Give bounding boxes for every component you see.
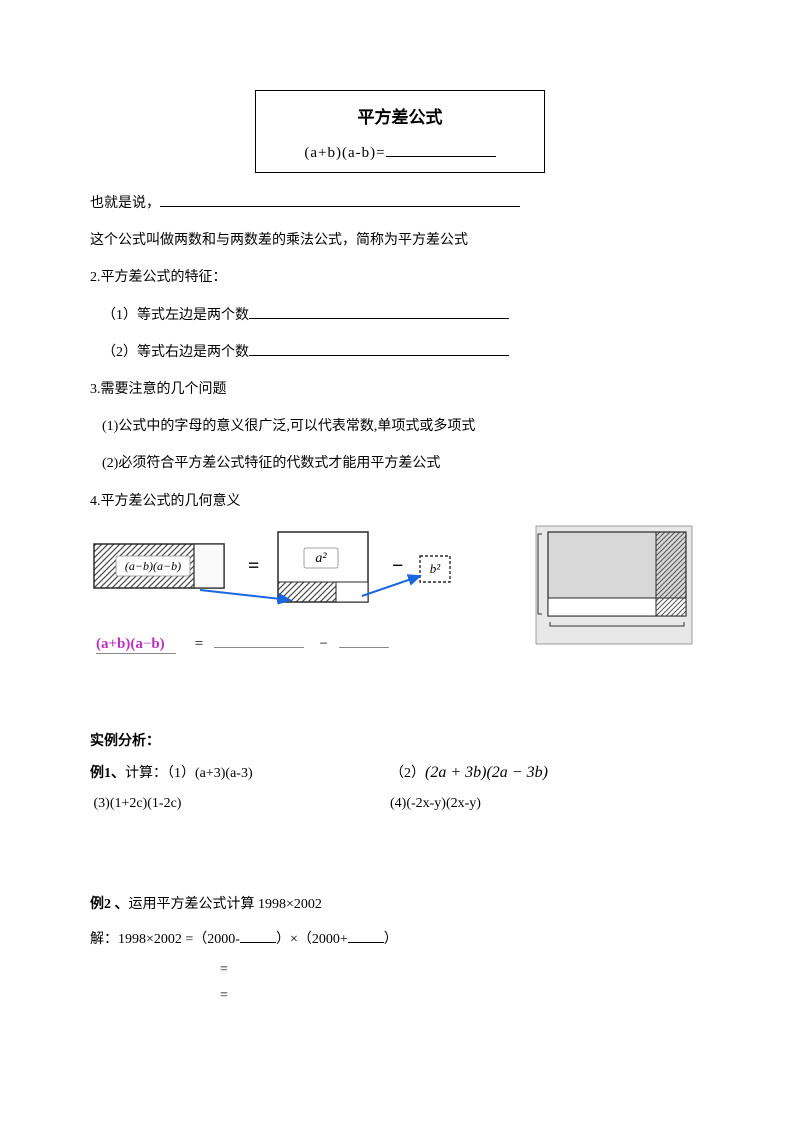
diagram-right: [530, 522, 700, 657]
formula-title: 平方差公式: [276, 103, 524, 128]
ex2-blank1: [240, 929, 276, 943]
caption-blank-1: [214, 647, 304, 648]
ex1-label: 例1、: [90, 766, 125, 781]
ex2-sol-end: ）: [384, 932, 398, 947]
ex1-3-text: (3)(1+2c)(1-2c): [94, 796, 182, 811]
examples-head: 实例分析：: [90, 730, 710, 750]
ex1-3: (3)(1+2c)(1-2c): [90, 796, 390, 812]
sec2-1-text: （1）等式左边是两个数: [102, 308, 249, 323]
diagram-right-svg: [530, 522, 700, 652]
ex1-prefix: 计算：: [125, 766, 167, 781]
caption-eq: =: [195, 636, 203, 652]
caption-ab1: (a+b)(a: [96, 636, 143, 652]
sec2-2-text: （2）等式右边是两个数: [102, 345, 249, 360]
caption-underline-left: (a+b)(a−b): [96, 636, 176, 654]
example1-row1: 例1、计算：（1）(a+3)(a-3) （2）(2a + 3b)(2a − 3b…: [90, 762, 710, 782]
formula-title-box: 平方差公式 (a+b)(a-b)=: [255, 90, 545, 173]
ex2-sol-prefix: 解：1998×2002 =（2000-: [90, 932, 240, 947]
sec3-head: 3.需要注意的几个问题: [90, 377, 710, 402]
example2-block: 例2 、运用平方差公式计算 1998×2002 解：1998×2002 =（20…: [90, 892, 710, 1004]
ex2-sol-mid: ）×（2000+: [276, 932, 348, 947]
caption-blank-2: [339, 647, 389, 648]
svg-text:a²: a²: [315, 551, 327, 566]
ex1-4: (4)(-2x-y)(2x-y): [390, 796, 710, 812]
intro-prefix: 也就是说，: [90, 196, 160, 211]
sec2-head: 2.平方差公式的特征：: [90, 265, 710, 290]
diagram-left-svg: (a−b)(a−b) = a² − b²: [90, 526, 510, 636]
diagram-caption: (a+b)(a−b) = −: [96, 636, 389, 654]
ex1-2-prefix: （2）: [390, 766, 425, 781]
sec3-item1: (1)公式中的字母的意义很广泛,可以代表常数,单项式或多项式: [90, 414, 710, 439]
sec2-item1: （1）等式左边是两个数: [90, 303, 710, 328]
ex2-label: 例2 、: [90, 897, 129, 912]
formula-lhs: (a+b)(a-b)=: [304, 145, 385, 161]
svg-text:−: −: [392, 555, 403, 577]
ex1-1: （1）(a+3)(a-3): [167, 766, 253, 781]
desc-line: 这个公式叫做两数和与两数差的乘法公式，简称为平方差公式: [90, 228, 710, 253]
formula-expression: (a+b)(a-b)=: [276, 142, 524, 162]
svg-text:(a−b)(a−b): (a−b)(a−b): [125, 559, 181, 573]
ex1-2-math: (2a + 3b)(2a − 3b): [425, 764, 548, 781]
formula-blank: [386, 142, 496, 157]
caption-ab2: b): [151, 636, 164, 652]
intro-line: 也就是说，: [90, 191, 710, 216]
ex1-col2: （2）(2a + 3b)(2a − 3b): [390, 762, 710, 782]
ex2-text: 运用平方差公式计算 1998×2002: [129, 897, 322, 912]
ex2-sol-line: 解：1998×2002 =（2000- ）×（2000+ ）: [90, 927, 710, 952]
ex2-line1: 例2 、运用平方差公式计算 1998×2002: [90, 892, 710, 917]
example1-row2: (3)(1+2c)(1-2c) (4)(-2x-y)(2x-y): [90, 796, 710, 812]
ex2-eq1: =: [90, 962, 710, 978]
ex1-col1: 例1、计算：（1）(a+3)(a-3): [90, 762, 390, 782]
sec3-item2: (2)必须符合平方差公式特征的代数式才能用平方差公式: [90, 451, 710, 476]
sec2-item2: （2）等式右边是两个数: [90, 340, 710, 365]
ex2-blank2: [348, 929, 384, 943]
intro-blank: [160, 193, 520, 207]
svg-text:=: =: [248, 555, 259, 577]
sec4-head: 4.平方差公式的几何意义: [90, 489, 710, 514]
sec2-2-blank: [249, 342, 509, 356]
geometric-diagram: (a−b)(a−b) = a² − b²: [90, 526, 710, 686]
svg-text:b²: b²: [430, 561, 442, 576]
sec2-1-blank: [249, 305, 509, 319]
diagram-left: (a−b)(a−b) = a² − b²: [90, 526, 510, 641]
ex2-eq2: =: [90, 988, 710, 1004]
